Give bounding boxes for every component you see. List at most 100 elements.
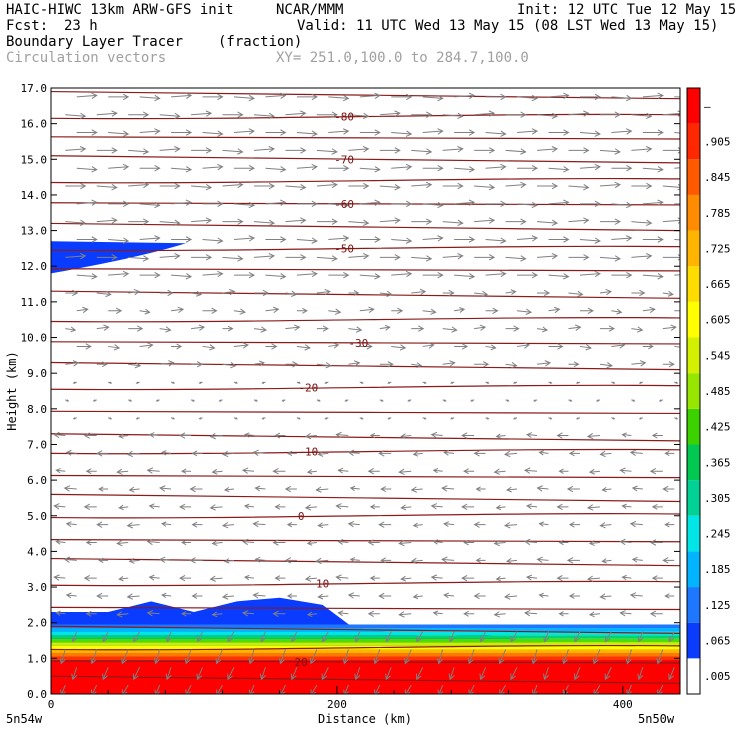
wind-vector [674, 203, 680, 205]
wind-vector [171, 306, 185, 314]
wind-vector [118, 433, 129, 439]
wind-vector [379, 254, 401, 261]
wind-vector [631, 289, 646, 297]
wind-vector [348, 290, 360, 296]
wind-vector [599, 218, 621, 225]
wind-vector [102, 631, 109, 643]
wind-vector [304, 504, 317, 511]
wind-vector [191, 290, 203, 297]
wind-vector [498, 649, 507, 665]
wind-vector [475, 486, 486, 492]
isotherm-label: -70 [334, 153, 354, 166]
wind-vector [189, 557, 203, 564]
wind-vector [211, 468, 223, 475]
wind-vector [568, 110, 590, 117]
wind-vector [470, 399, 475, 402]
wind-vector [485, 307, 499, 314]
wind-vector [412, 522, 423, 528]
wind-vector [662, 290, 674, 297]
wind-vector [96, 254, 118, 261]
plot-frame [50, 87, 681, 695]
wind-vector [108, 307, 123, 314]
wind-vector [387, 417, 392, 420]
wind-vector [537, 182, 559, 190]
wind-vector [76, 273, 98, 280]
wind-vector [159, 485, 172, 492]
wind-vector [510, 667, 518, 681]
wind-vector [556, 503, 569, 511]
wind-vector [128, 255, 150, 262]
wind-vector [411, 148, 433, 155]
colorbar-label: .245 [704, 528, 731, 541]
wind-vector [461, 574, 475, 582]
wind-vector [76, 92, 98, 99]
wind-vector [253, 399, 258, 402]
wind-vector [588, 540, 600, 546]
wind-vector [359, 417, 364, 420]
colorbar-label: .785 [704, 207, 731, 220]
colorbar-label: .485 [704, 385, 731, 398]
wind-vector [485, 93, 507, 101]
wind-vector [379, 217, 401, 224]
wind-vector [524, 467, 538, 474]
wind-vector [668, 667, 675, 681]
wind-vector [316, 255, 338, 262]
isotherm-line [51, 606, 680, 611]
wind-vector [310, 684, 318, 694]
wind-vector [367, 610, 380, 617]
wind-vector [296, 93, 318, 101]
wind-vector [398, 468, 412, 475]
wind-vector [159, 146, 181, 153]
wind-vector [432, 467, 443, 474]
wind-vector [85, 468, 97, 475]
wind-vector [379, 324, 391, 331]
wind-vector [76, 306, 89, 314]
colorbar-label: .425 [704, 421, 731, 434]
y-tick-label: 17.0 [21, 82, 48, 95]
wind-vector [538, 450, 549, 456]
wind-vector [241, 467, 255, 474]
wind-vector [248, 684, 255, 694]
colorbar-segment [687, 587, 700, 623]
wind-vector [128, 486, 140, 493]
wind-vector [442, 326, 458, 333]
isotherm-line [51, 341, 680, 345]
wind-vector [631, 326, 644, 333]
wind-vector [410, 557, 423, 565]
wind-vector [568, 361, 580, 368]
wind-vector [116, 611, 129, 618]
wind-vector [422, 381, 427, 384]
wind-vector [211, 540, 223, 546]
wind-vector [347, 520, 360, 528]
wind-vector [96, 361, 108, 368]
wind-vector [537, 253, 559, 260]
wind-vector [442, 253, 464, 260]
field-units: (fraction) [218, 34, 303, 50]
wind-vector [348, 253, 370, 260]
wind-vector [165, 631, 172, 643]
wind-vector [316, 325, 329, 332]
colorbar-label: – [704, 100, 711, 113]
wind-vector [96, 450, 109, 457]
wind-vector [139, 128, 161, 135]
wind-vector [485, 237, 507, 244]
wind-vector [139, 165, 161, 172]
isotherm-line [51, 136, 680, 140]
y-tick-label: 15.0 [21, 153, 48, 166]
wind-vector [568, 183, 590, 191]
wind-vector [391, 237, 413, 244]
wind-vector [542, 667, 550, 681]
y-tick-label: 16.0 [21, 118, 48, 131]
wind-vector [304, 432, 317, 440]
wind-vector [317, 522, 329, 529]
wind-vector [179, 574, 192, 582]
wind-vector [461, 432, 475, 439]
wind-vector [321, 667, 329, 681]
isotherm-line [51, 222, 680, 232]
wind-vector [637, 631, 644, 643]
wind-vector [181, 539, 192, 546]
wind-vector [668, 631, 675, 643]
y-tick-label: 0.0 [27, 688, 47, 701]
wind-vector [593, 684, 601, 694]
wind-vector [222, 362, 237, 369]
